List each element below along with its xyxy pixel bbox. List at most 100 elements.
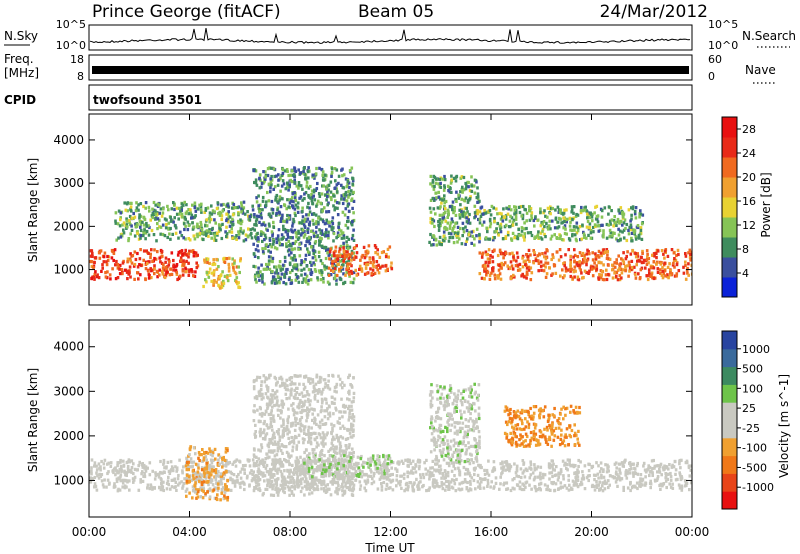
velocity-cell [638,480,642,484]
power-cell [465,184,468,188]
velocity-cell [687,464,691,468]
power-cell [337,250,341,254]
power-cell [623,218,627,222]
velocity-cell [109,461,113,465]
power-cell [621,223,624,227]
power-cell [656,267,660,271]
velocity-cell [328,387,332,391]
power-cell [251,227,255,231]
power-cell [599,276,603,280]
power-cell [105,263,109,267]
power-cell [222,202,225,207]
power-cell [589,211,592,215]
velocity-cell [476,473,480,477]
power-cell [129,252,132,256]
velocity-cell [279,469,283,474]
velocity-cell [218,462,221,466]
power-cell [487,237,490,241]
power-cell [282,227,285,232]
power-cell [661,276,665,280]
power-cell [544,235,547,239]
power-cell [530,271,534,275]
nsky-panel-frame [88,24,693,51]
velocity-cell [609,474,612,478]
velocity-cell [264,457,267,461]
power-cell [253,213,256,217]
velocity-cell [315,441,319,445]
velocity-cell [98,472,101,476]
power-cell [432,187,436,191]
power-cell [235,237,238,241]
power-cell [578,251,582,255]
power-cell [569,254,572,258]
power-cell [355,251,359,255]
power-cell [102,260,106,264]
velocity-cell [276,493,280,497]
power-cell [315,225,318,229]
power-cell [182,259,185,263]
velocity-cell [288,493,291,497]
velocity-cell [669,478,673,482]
power-cell [529,231,533,235]
power-cell [494,277,497,281]
power-cell [240,210,243,214]
power-cell [521,254,525,258]
power-cell [503,215,507,219]
velocity-cell [533,463,536,467]
power-cell [478,272,482,276]
power-cell [176,277,179,282]
power-cell [306,230,310,234]
power-cell [341,174,344,178]
power-cell [504,236,508,240]
velocity-cell [513,462,516,466]
power-cell [280,237,283,241]
velocity-cell [232,473,236,477]
power-cell [329,273,333,277]
velocity-cell [528,476,532,480]
power-cell [296,237,300,241]
velocity-cell [378,477,382,481]
power-cell [530,214,533,218]
power-cell [439,205,442,209]
power-cell [285,244,288,248]
power-cell [618,274,622,278]
power-cell [506,264,509,268]
power-cell [597,224,601,228]
power-cell [470,189,474,193]
power-cell [272,239,275,244]
power-cell [220,285,224,289]
power-cell [465,206,468,210]
velocity-cell [217,469,220,474]
power-cell [329,180,333,184]
velocity-cell [452,479,456,483]
power-cell [303,260,306,264]
power-cell [112,251,116,255]
power-cell [294,273,298,277]
power-cell [570,210,573,214]
power-cell [580,253,584,257]
power-cell [525,270,529,274]
power-cell [332,269,335,273]
velocity-cell [480,480,483,484]
power-cell [304,253,308,257]
nsky-tick-bottom: 10^0 [56,39,86,52]
power-cell [663,256,666,260]
power-cell [200,223,203,227]
power-cell [609,231,613,235]
power-cell [582,260,585,264]
power-cell [478,251,482,255]
velocity-cell [664,474,668,478]
power-cell [563,231,567,236]
power-cell [551,219,554,223]
power-cell [194,209,198,213]
power-cell [252,264,255,268]
power-cell [596,220,600,224]
power-cell [283,272,286,277]
velocity-cell [118,488,122,492]
power-cell [645,249,649,253]
power-cell [611,268,614,272]
power-cell [188,270,191,274]
power-cell [227,210,230,214]
power-cell [285,168,289,172]
power-cell [545,255,548,259]
